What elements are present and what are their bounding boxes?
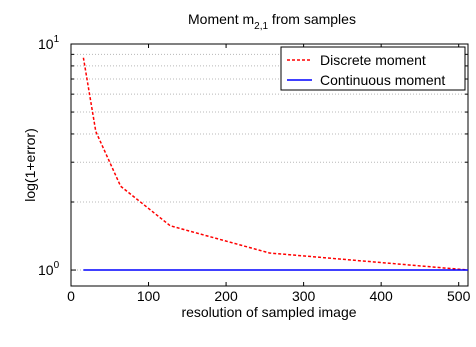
x-tick-label: 400 xyxy=(369,288,393,304)
legend-label-continuous: Continuous moment xyxy=(320,72,445,88)
y-axis-label: log(1+error) xyxy=(22,128,38,202)
x-tick-label: 100 xyxy=(137,288,161,304)
chart-title-suffix: from samples xyxy=(268,11,356,27)
legend-label-discrete: Discrete moment xyxy=(320,52,426,68)
y-ticks: 100 101 xyxy=(38,34,468,278)
x-tick-label: 500 xyxy=(447,288,471,304)
chart-title-subscript: 2,1 xyxy=(254,21,268,32)
x-tick-label: 200 xyxy=(214,288,238,304)
y-tick-label: 101 xyxy=(38,34,60,52)
series-group xyxy=(82,57,469,271)
x-axis-label: resolution of sampled image xyxy=(181,304,356,320)
x-tick-label: 0 xyxy=(67,288,75,304)
x-ticks: 0 100 200 300 400 500 xyxy=(67,44,471,304)
legend-box xyxy=(280,46,466,91)
chart-title: Moment m2,1 from samples xyxy=(188,11,356,32)
series-line-discrete xyxy=(82,57,469,271)
y-tick-label: 100 xyxy=(38,260,60,278)
legend: Discrete moment Continuous moment xyxy=(280,46,466,91)
x-tick-label: 300 xyxy=(292,288,316,304)
